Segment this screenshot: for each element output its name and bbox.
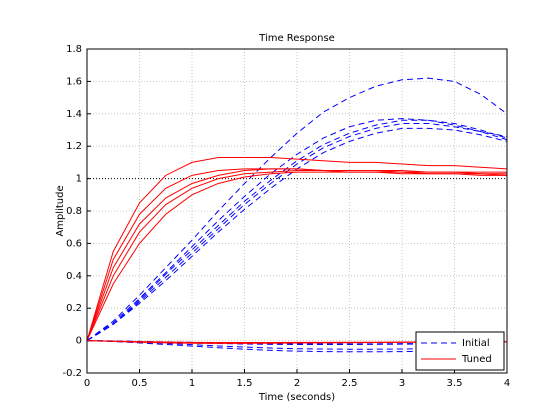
y-tick-label: 0.8: [66, 206, 82, 217]
x-tick-label: 3.5: [447, 378, 463, 389]
x-tick-label: 0.5: [132, 378, 148, 389]
chart-title: Time Response: [258, 33, 335, 44]
series-line: [86, 77, 508, 342]
x-tick-label: 3: [399, 378, 405, 389]
x-tick-label: 2: [294, 378, 300, 389]
series-line: [86, 123, 508, 342]
legend-label: Tuned: [461, 354, 492, 365]
y-tick-label: 0.2: [66, 303, 82, 314]
x-tick-label: 0: [84, 378, 90, 389]
y-tick-label: 0.4: [66, 271, 82, 282]
y-axis-label: Amplitude: [55, 185, 66, 236]
x-tick-label: 1: [189, 378, 195, 389]
axes-box: [86, 48, 508, 374]
x-tick-label: 2.5: [342, 378, 358, 389]
series-line: [86, 170, 508, 341]
y-tick-label: 0: [76, 336, 82, 347]
x-tick-label: 4: [504, 378, 510, 389]
y-tick-label: 0.6: [66, 238, 82, 249]
x-tick-label: 1.5: [237, 378, 253, 389]
series-line: [86, 119, 508, 342]
y-tick-label: 1.4: [66, 109, 82, 120]
legend: Initial Tuned: [415, 331, 505, 371]
legend-label: Initial: [462, 338, 490, 349]
series-line: [86, 157, 508, 341]
legend-box: [415, 331, 505, 371]
y-tick-label: 1.6: [66, 76, 82, 87]
x-axis-label: Time (seconds): [258, 392, 335, 403]
y-tick-label: 1.2: [66, 141, 82, 152]
y-tick-label: 1.8: [66, 44, 82, 55]
y-tick-label: -0.2: [62, 368, 82, 379]
series-line: [86, 168, 507, 341]
y-tick-label: 1: [76, 174, 82, 185]
series-line: [86, 118, 508, 342]
